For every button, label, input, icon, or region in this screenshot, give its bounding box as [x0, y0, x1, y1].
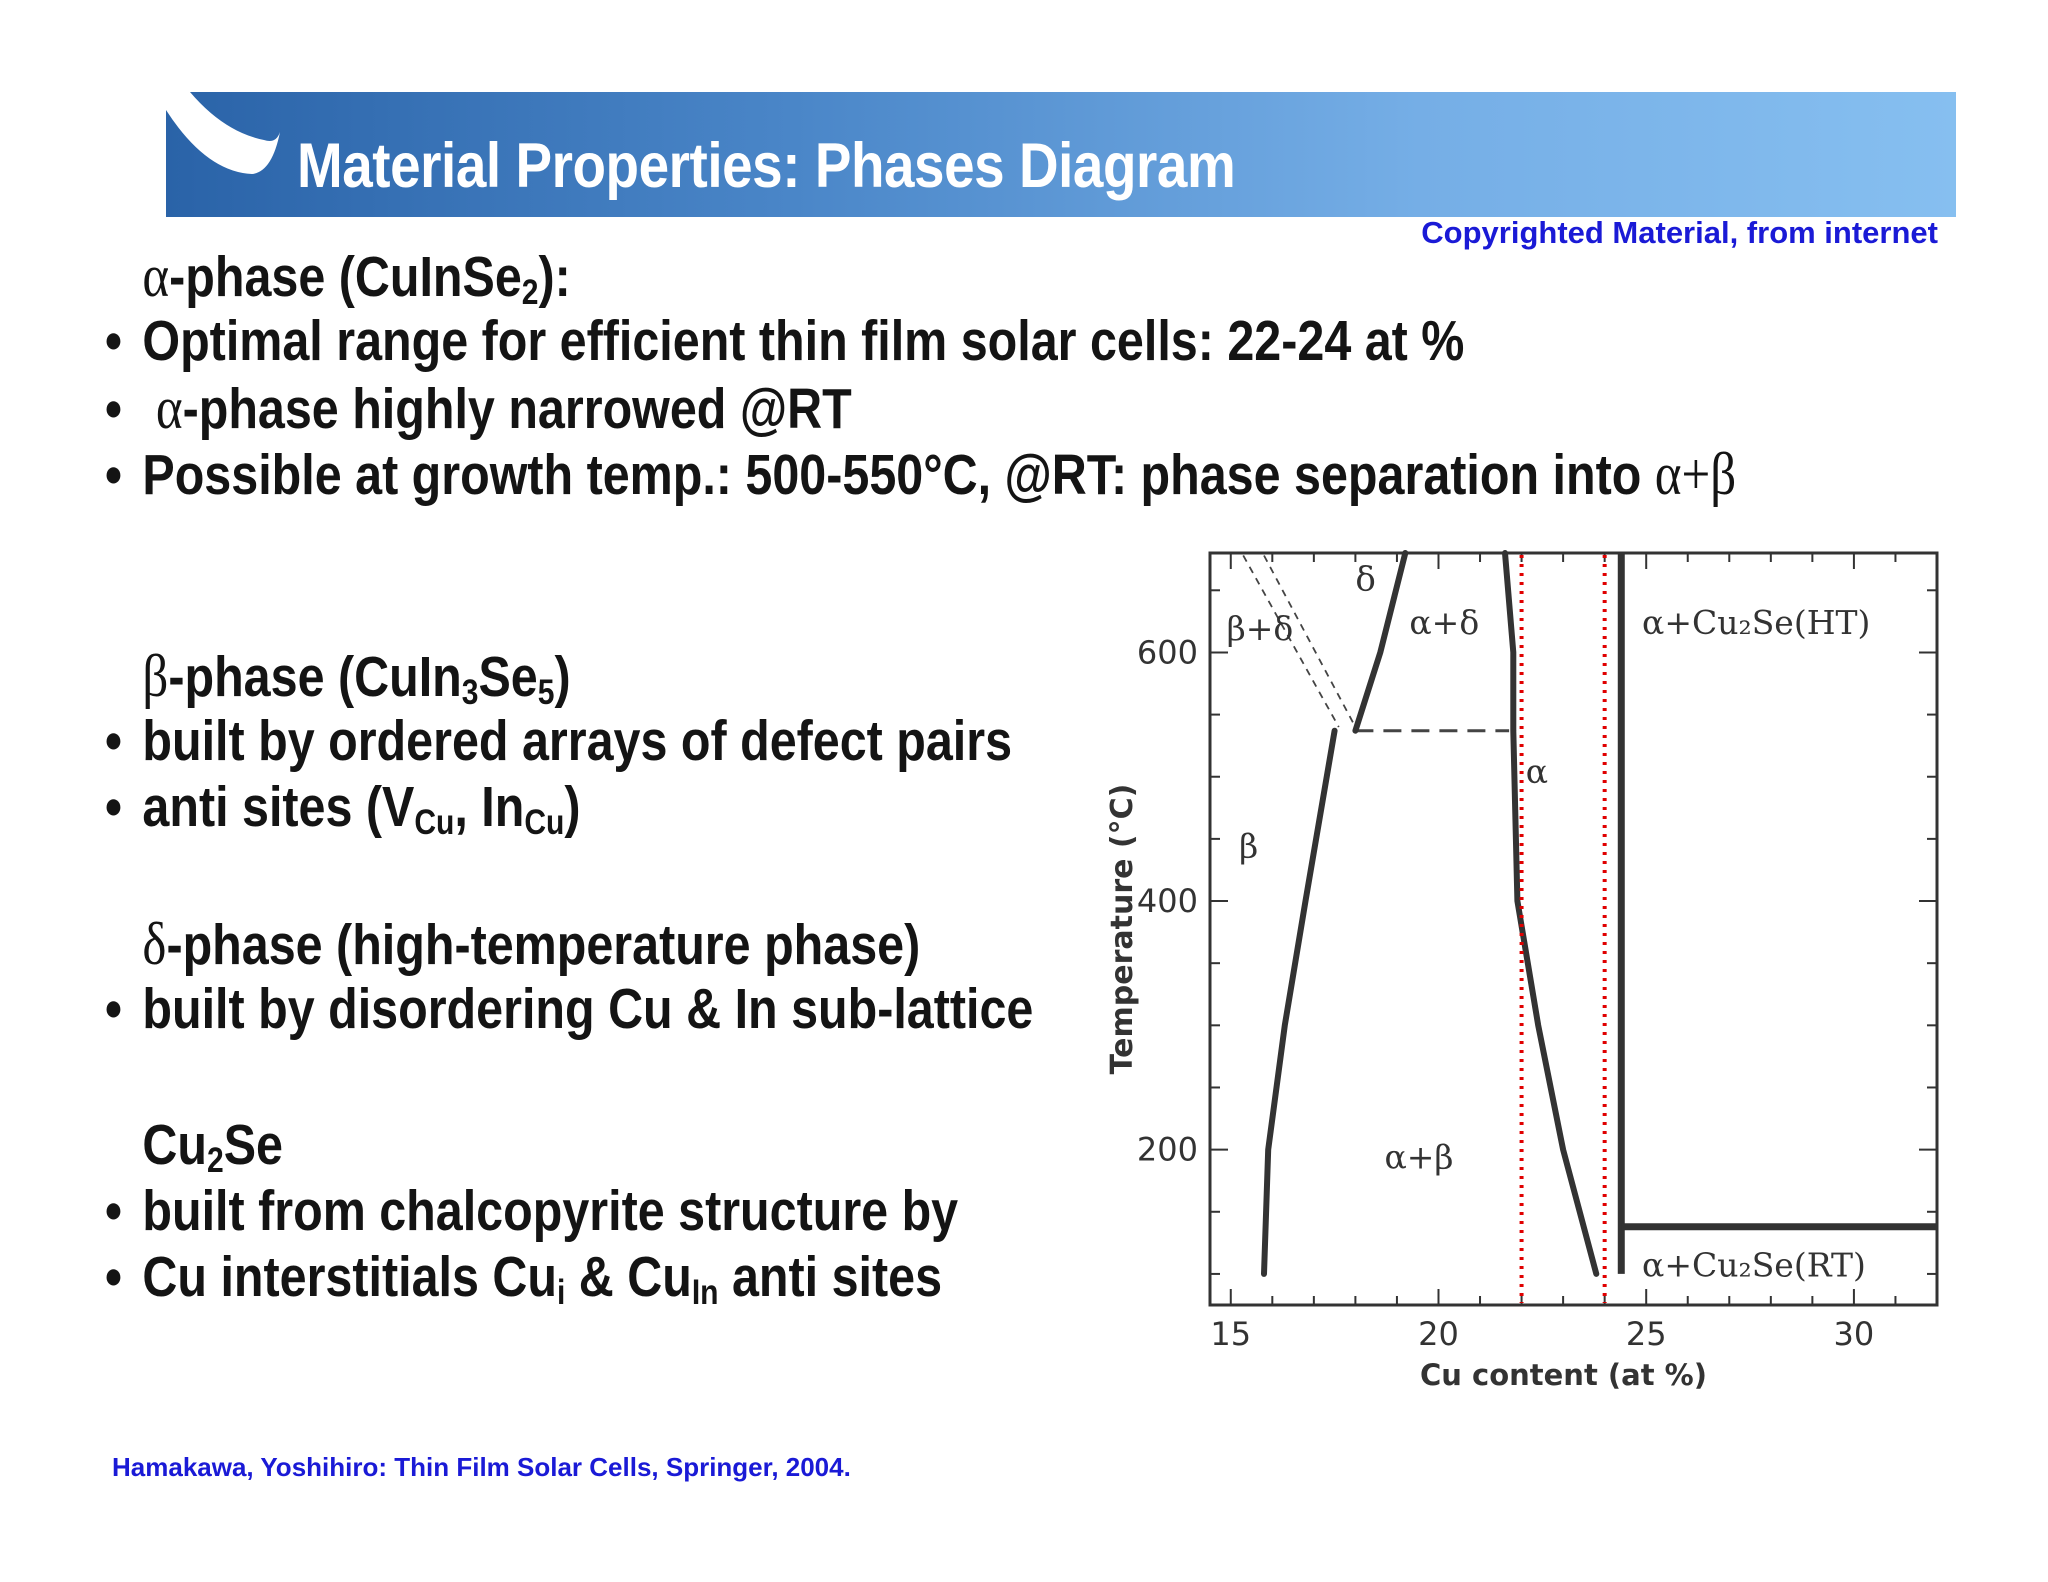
- x-tick-label: 20: [1418, 1315, 1459, 1353]
- copyright-note: Copyrighted Material, from internet: [1421, 215, 1938, 250]
- title-banner: [166, 92, 1956, 217]
- delta-bullet-1: • built by disordering Cu & In sub-lattic…: [105, 977, 1034, 1041]
- banner-swoosh-graphic: [166, 92, 280, 174]
- region-label-alpha-cu2se-ht: α+Cu₂Se(HT): [1642, 603, 1870, 642]
- region-label-alpha-delta: α+δ: [1409, 603, 1479, 642]
- cu2se-bullet-1: • built from chalcopyrite structure by: [105, 1179, 959, 1243]
- delta-heading: δ-phase (high-temperature phase): [142, 911, 921, 977]
- bullet-marker: •: [105, 709, 122, 773]
- beta-delta-boundary-1: [1242, 555, 1340, 728]
- region-label-beta: β: [1239, 827, 1258, 866]
- bullet-marker: •: [105, 1179, 122, 1243]
- beta-bullet-2: • anti sites (VCu, InCu): [105, 775, 581, 842]
- x-tick-label: 25: [1626, 1315, 1667, 1353]
- beta-phase-boundary: [1261, 727, 1338, 1277]
- alpha-bullet-1: • Optimal range for efficient thin film s…: [105, 309, 1465, 373]
- region-label-alpha-beta: α+β: [1384, 1137, 1453, 1176]
- beta-symbol: β: [142, 643, 169, 709]
- region-label-beta-delta: β+δ: [1227, 609, 1294, 648]
- cu2se-heading: Cu2Se: [142, 1113, 283, 1180]
- bullet-marker: •: [105, 977, 122, 1041]
- x-tick-label: 15: [1210, 1315, 1251, 1353]
- alpha-phase-boundary: [1502, 550, 1600, 1277]
- phase-diagram-figure: 15 20 25 30 600 400 200 Cu content (at %) Temper…: [1090, 540, 1960, 1425]
- region-label-alpha-cu2se-rt: α+Cu₂Se(RT): [1642, 1245, 1866, 1284]
- slide-title: Material Properties: Phases Diagram: [297, 131, 1236, 201]
- beta-bullet-1: • built by ordered arrays of defect pairs: [105, 709, 1013, 773]
- y-tick-label: 400: [1137, 882, 1198, 920]
- x-tick-label: 30: [1834, 1315, 1875, 1353]
- y-tick-label: 600: [1137, 633, 1198, 671]
- phase-diagram: 15 20 25 30 600 400 200 Cu content (at %) Temper…: [1105, 550, 1939, 1392]
- delta-symbol: δ: [142, 911, 167, 977]
- region-label-delta: δ: [1355, 559, 1375, 599]
- reference-citation: Hamakawa, Yoshihiro: Thin Film Solar Cel…: [112, 1452, 851, 1482]
- alpha-symbol: α: [142, 243, 170, 309]
- bullet-marker: •: [105, 1245, 122, 1309]
- region-label-alpha: α: [1526, 752, 1548, 791]
- beta-delta-boundary-2: [1263, 555, 1357, 728]
- x-axis-label: Cu content (at %): [1420, 1358, 1707, 1392]
- beta-heading: β-phase (CuIn3Se5): [142, 643, 571, 712]
- bullet-marker: •: [105, 443, 122, 507]
- y-tick-label: 200: [1137, 1131, 1198, 1169]
- alpha-bullet-2: • α-phase highly narrowed @RT: [105, 375, 852, 441]
- delta-phase-boundary: [1352, 550, 1409, 734]
- alpha-heading: α-phase (CuInSe2):: [142, 243, 571, 312]
- alpha-bullet-3: • Possible at growth temp.: 500-550°C, @R…: [105, 441, 1737, 507]
- cu2se-bullet-2: • Cu interstitials Cui & CuIn anti sites: [105, 1245, 943, 1312]
- bullet-marker: •: [105, 377, 122, 441]
- bullet-marker: •: [105, 309, 122, 373]
- y-axis-label: Temperature (°C): [1105, 784, 1140, 1075]
- plot-frame: [1208, 551, 1939, 1307]
- bullet-marker: •: [105, 775, 122, 839]
